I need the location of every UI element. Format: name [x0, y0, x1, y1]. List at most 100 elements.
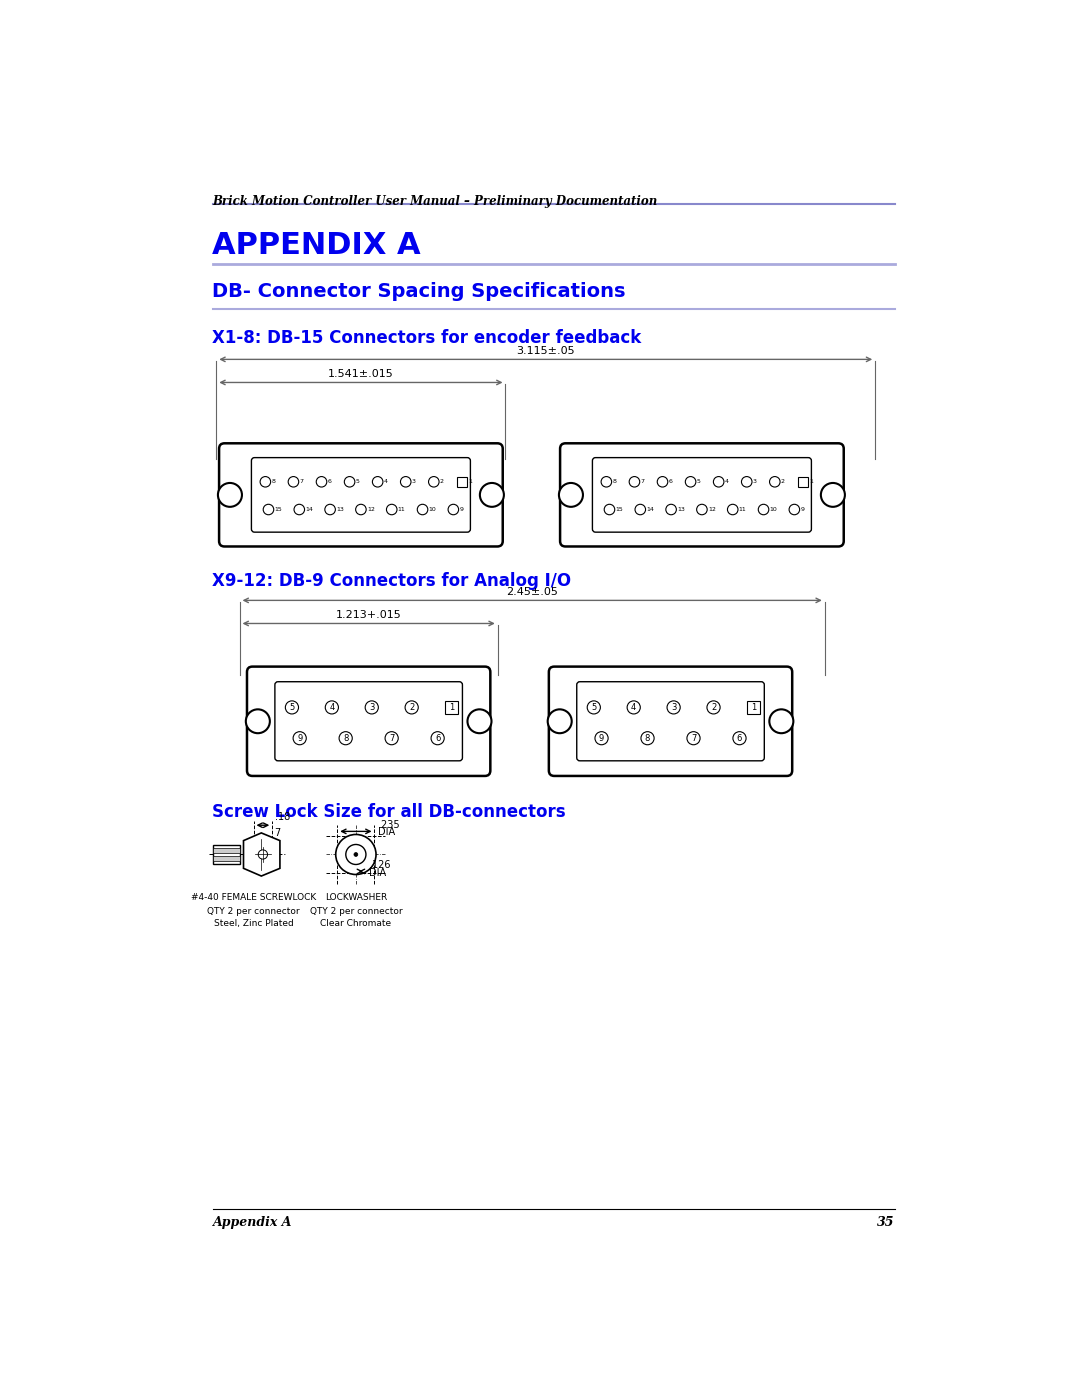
- Circle shape: [260, 476, 271, 488]
- Circle shape: [264, 504, 273, 514]
- Text: 2: 2: [781, 479, 785, 485]
- Circle shape: [345, 476, 355, 488]
- Text: 13: 13: [677, 507, 685, 513]
- Circle shape: [285, 701, 298, 714]
- Text: 1: 1: [751, 703, 756, 712]
- Text: 7: 7: [274, 828, 281, 838]
- Circle shape: [666, 504, 676, 514]
- Circle shape: [770, 476, 780, 488]
- Circle shape: [687, 732, 700, 745]
- Text: 7: 7: [299, 479, 303, 485]
- Circle shape: [468, 710, 491, 733]
- Text: 2: 2: [711, 703, 716, 712]
- Circle shape: [769, 710, 794, 733]
- Circle shape: [604, 504, 615, 514]
- Circle shape: [417, 504, 428, 514]
- Circle shape: [630, 476, 639, 488]
- Text: 5: 5: [355, 479, 360, 485]
- Text: 7: 7: [389, 733, 394, 743]
- Text: 8: 8: [271, 479, 275, 485]
- FancyBboxPatch shape: [247, 666, 490, 775]
- Circle shape: [758, 504, 769, 514]
- Circle shape: [405, 701, 418, 714]
- Text: 8: 8: [612, 479, 617, 485]
- Text: 4: 4: [383, 479, 388, 485]
- Circle shape: [218, 483, 242, 507]
- Bar: [747, 701, 760, 714]
- Circle shape: [387, 504, 397, 514]
- Circle shape: [602, 476, 611, 488]
- Text: 2.45±.05: 2.45±.05: [507, 587, 558, 598]
- Text: 35: 35: [877, 1217, 894, 1229]
- Bar: [213, 845, 240, 863]
- Circle shape: [728, 504, 738, 514]
- Circle shape: [294, 504, 305, 514]
- Text: 6: 6: [327, 479, 332, 485]
- Polygon shape: [243, 833, 280, 876]
- Text: 1: 1: [468, 479, 472, 485]
- FancyBboxPatch shape: [549, 666, 793, 775]
- Text: 6: 6: [737, 733, 742, 743]
- Text: 9: 9: [800, 507, 805, 513]
- Circle shape: [714, 476, 724, 488]
- Text: 15: 15: [274, 507, 282, 513]
- Circle shape: [355, 504, 366, 514]
- Circle shape: [588, 701, 600, 714]
- Circle shape: [595, 732, 608, 745]
- Text: 3: 3: [369, 703, 375, 712]
- Text: 7: 7: [640, 479, 645, 485]
- Circle shape: [325, 701, 338, 714]
- Circle shape: [707, 701, 720, 714]
- Text: .18: .18: [274, 812, 289, 823]
- Text: Screw Lock Size for all DB-connectors: Screw Lock Size for all DB-connectors: [213, 803, 566, 821]
- Text: 5: 5: [289, 703, 295, 712]
- Text: 1.213+.015: 1.213+.015: [336, 610, 402, 620]
- Text: 10: 10: [429, 507, 436, 513]
- Circle shape: [548, 710, 571, 733]
- Circle shape: [686, 476, 696, 488]
- Text: 14: 14: [646, 507, 654, 513]
- Text: QTY 2 per connector: QTY 2 per connector: [310, 907, 402, 916]
- Circle shape: [246, 710, 270, 733]
- Text: DIA: DIA: [369, 868, 387, 877]
- Text: 3: 3: [753, 479, 757, 485]
- Circle shape: [658, 476, 667, 488]
- Circle shape: [258, 849, 268, 859]
- Circle shape: [789, 504, 799, 514]
- Text: 2: 2: [440, 479, 444, 485]
- Bar: [445, 701, 458, 714]
- FancyBboxPatch shape: [593, 458, 811, 532]
- Text: #4-40 FEMALE SCREWLOCK: #4-40 FEMALE SCREWLOCK: [191, 893, 316, 902]
- Text: .235: .235: [378, 820, 400, 830]
- Circle shape: [386, 732, 399, 745]
- Text: 3: 3: [671, 703, 676, 712]
- Text: 9: 9: [459, 507, 463, 513]
- Text: 6: 6: [435, 733, 441, 743]
- Text: APPENDIX A: APPENDIX A: [213, 231, 421, 260]
- Text: 8: 8: [343, 733, 349, 743]
- Circle shape: [640, 732, 654, 745]
- Circle shape: [635, 504, 646, 514]
- Text: Steel, Zinc Plated: Steel, Zinc Plated: [214, 919, 294, 928]
- Circle shape: [325, 504, 336, 514]
- Circle shape: [821, 483, 845, 507]
- Circle shape: [733, 732, 746, 745]
- Text: 9: 9: [297, 733, 302, 743]
- Bar: [213, 856, 240, 861]
- Text: 4: 4: [725, 479, 729, 485]
- Text: LOCKWASHER: LOCKWASHER: [325, 893, 387, 902]
- Text: 9: 9: [599, 733, 604, 743]
- Text: 11: 11: [739, 507, 746, 513]
- Text: Appendix A: Appendix A: [213, 1217, 292, 1229]
- Text: 4: 4: [329, 703, 335, 712]
- Text: 5: 5: [697, 479, 701, 485]
- Text: QTY 2 per connector: QTY 2 per connector: [207, 907, 300, 916]
- Circle shape: [401, 476, 411, 488]
- Bar: [457, 476, 468, 488]
- Circle shape: [697, 504, 707, 514]
- Text: 10: 10: [770, 507, 778, 513]
- FancyBboxPatch shape: [275, 682, 462, 761]
- Circle shape: [480, 483, 504, 507]
- Text: 12: 12: [708, 507, 716, 513]
- Text: 6: 6: [669, 479, 673, 485]
